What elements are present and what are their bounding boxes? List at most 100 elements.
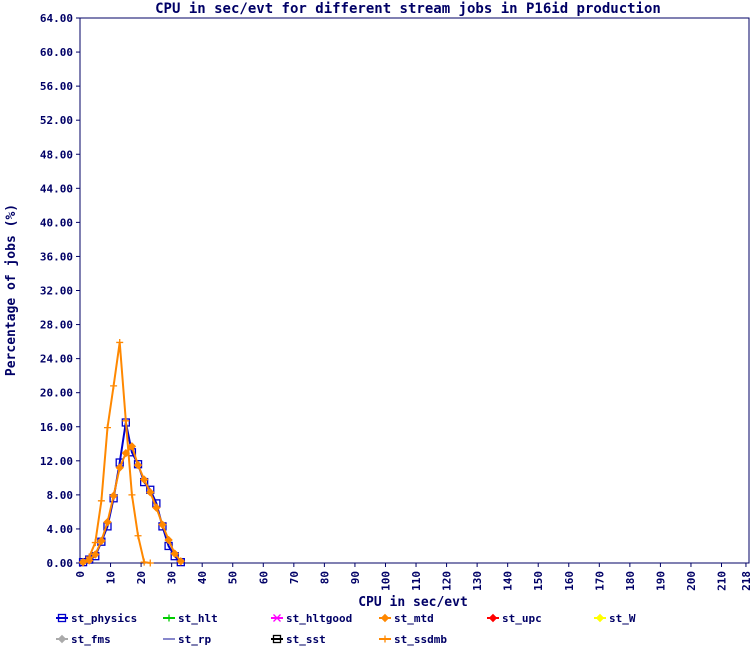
plot-frame <box>79 17 750 564</box>
data-point-st_ssdmb <box>128 491 136 499</box>
legend: st_physics st_hlt st_hltgood st_mtd st_upc st… <box>56 612 636 646</box>
y-tick-label: 24.00 <box>40 353 73 366</box>
x-tick-label: 40 <box>196 571 209 584</box>
legend-marker <box>57 613 67 623</box>
legend-item-st_hltgood: st_hltgood <box>271 612 352 625</box>
legend-item-st_ssdmb: st_ssdmb <box>379 633 447 646</box>
legend-item-st_mtd: st_mtd <box>379 612 434 625</box>
x-tick-label: 110 <box>410 571 423 591</box>
series-st_mtd <box>78 442 186 567</box>
data-point-st_ssdmb <box>110 382 118 390</box>
x-tick-label: 218 <box>740 571 750 591</box>
legend-item-st_physics: st_physics <box>56 612 137 625</box>
x-tick-label: 100 <box>379 571 392 591</box>
y-tick-label: 60.00 <box>40 46 73 59</box>
legend-marker <box>272 634 282 644</box>
data-point-st_mtd <box>139 475 149 484</box>
legend-item-st_rp: st_rp <box>163 633 211 646</box>
legend-label: st_upc <box>502 612 542 625</box>
x-tick-label: 200 <box>685 571 698 591</box>
y-tick-label: 48.00 <box>40 148 73 161</box>
legend-item-st_W: st_W <box>594 612 636 625</box>
chart-title: CPU in sec/evt for different stream jobs… <box>155 1 661 17</box>
y-tick-label: 64.00 <box>40 12 73 25</box>
series-layer <box>78 338 186 567</box>
legend-marker <box>273 614 281 622</box>
data-point-st_mtd <box>133 460 143 470</box>
data-point-st_ssdmb <box>103 424 111 432</box>
legend-label: st_hltgood <box>286 612 352 625</box>
series-line-st_ssdmb <box>82 342 151 564</box>
x-tick-label: 130 <box>471 571 484 591</box>
y-axis-ticks: 0.00 4.00 8.00 12.00 16.00 20.00 24.00 28.00 32.… <box>40 12 80 570</box>
x-tick-label: 190 <box>654 571 667 591</box>
data-point-st_ssdmb <box>79 559 87 567</box>
legend-item-st_fms: st_fms <box>56 633 111 646</box>
legend-label: st_rp <box>178 633 211 646</box>
x-tick-label: 210 <box>716 571 729 591</box>
plot-area <box>79 17 750 564</box>
legend-item-st_hlt: st_hlt <box>163 612 218 625</box>
legend-marker <box>488 613 498 623</box>
data-point-st_ssdmb <box>140 558 148 566</box>
data-point-st_mtd <box>170 549 179 558</box>
data-point-st_ssdmb <box>122 417 130 425</box>
y-tick-label: 4.00 <box>47 523 74 536</box>
y-tick-label: 16.00 <box>40 421 73 434</box>
x-tick-label: 80 <box>318 571 331 584</box>
data-point-st_mtd <box>146 488 155 497</box>
data-point-st_mtd <box>176 557 186 566</box>
data-point-st_mtd <box>127 442 137 451</box>
x-tick-label: 150 <box>532 571 545 591</box>
x-axis-label: CPU in sec/evt <box>358 595 468 610</box>
x-tick-label: 10 <box>105 571 118 584</box>
data-point-st_ssdmb <box>146 559 154 567</box>
y-tick-label: 12.00 <box>40 455 73 468</box>
data-point-st_ssdmb <box>91 539 99 547</box>
x-tick-label: 140 <box>502 571 515 591</box>
x-tick-label: 180 <box>624 571 637 591</box>
y-tick-label: 20.00 <box>40 387 73 400</box>
legend-item-st_upc: st_upc <box>487 612 542 625</box>
x-tick-label: 60 <box>257 571 270 584</box>
data-point-st_ssdmb <box>134 532 142 540</box>
legend-marker <box>595 613 605 623</box>
data-point-st_mtd <box>97 536 106 546</box>
x-tick-label: 90 <box>349 571 362 584</box>
x-tick-label: 70 <box>288 571 301 584</box>
legend-marker <box>165 614 173 622</box>
y-tick-label: 32.00 <box>40 285 73 298</box>
legend-label: st_physics <box>71 612 137 625</box>
y-tick-label: 40.00 <box>40 216 73 229</box>
x-tick-label: 30 <box>166 571 179 584</box>
data-point-st_ssdmb <box>85 553 93 561</box>
legend-item-st_sst: st_sst <box>271 633 326 646</box>
data-point-st_ssdmb <box>97 497 105 505</box>
y-tick-label: 28.00 <box>40 319 73 332</box>
legend-label: st_mtd <box>394 612 434 625</box>
legend-label: st_sst <box>286 633 326 646</box>
y-tick-label: 0.00 <box>47 557 74 570</box>
y-tick-label: 36.00 <box>40 250 73 263</box>
legend-marker <box>380 613 390 623</box>
y-tick-label: 52.00 <box>40 114 73 127</box>
x-tick-label: 20 <box>135 571 148 584</box>
x-tick-label: 0 <box>74 571 87 578</box>
y-tick-label: 56.00 <box>40 80 73 93</box>
legend-marker <box>57 634 67 644</box>
legend-marker <box>381 635 389 643</box>
x-axis-ticks: 0 10 20 30 40 50 60 70 80 90 100 110 120 130 140 150 160… <box>74 563 750 591</box>
data-point-st_mtd <box>152 503 161 512</box>
legend-label: st_fms <box>71 633 111 646</box>
data-point-st_mtd <box>91 550 100 559</box>
data-point-st_mtd <box>164 535 173 545</box>
data-point-st_mtd <box>109 491 118 500</box>
x-tick-label: 160 <box>563 571 576 591</box>
series-st_ssdmb <box>79 338 154 567</box>
y-tick-label: 44.00 <box>40 182 73 195</box>
x-tick-label: 170 <box>593 571 606 591</box>
data-point-st_mtd <box>158 520 167 529</box>
legend-label: st_W <box>609 612 636 625</box>
y-axis-label: Percentage of jobs (%) <box>4 204 19 376</box>
